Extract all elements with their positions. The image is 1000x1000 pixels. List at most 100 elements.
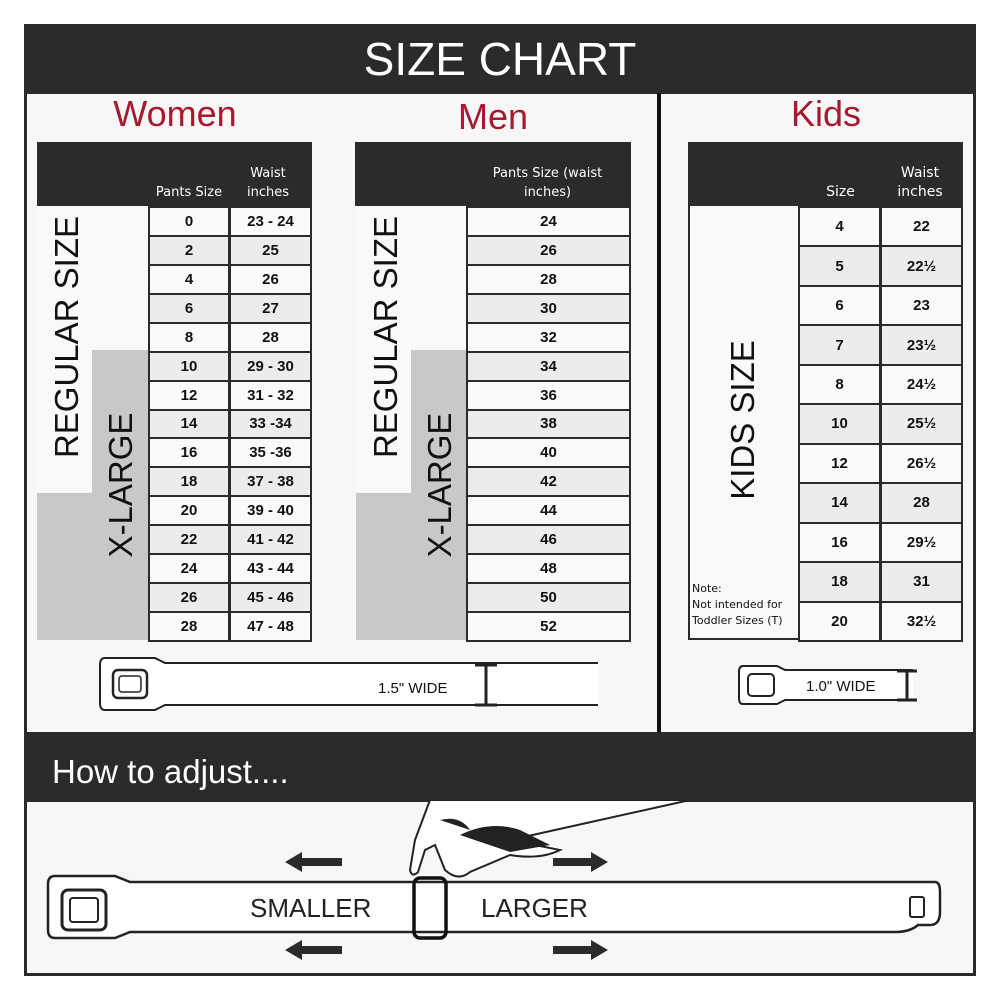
men-size-cell: 34: [466, 350, 631, 382]
kids-note: Note: Not intended for Toddler Sizes (T): [692, 581, 797, 629]
women-pants-size-cell: 8: [148, 321, 230, 353]
women-waist-cell: 35 -36: [229, 437, 312, 469]
men-size-cell: 48: [466, 553, 631, 585]
kids-size-cell: 14: [798, 482, 881, 524]
women-table-header: Pants Size Waist inches: [37, 142, 312, 206]
kids-waist-cell: 31: [880, 561, 963, 603]
kids-size-cell: 5: [798, 245, 881, 287]
women-pants-size-cell: 20: [148, 495, 230, 527]
men-size-cell: 30: [466, 292, 631, 324]
men-heading: Men: [457, 96, 529, 137]
kids-waist-cell: 23½: [880, 324, 963, 366]
women-pants-size-cell: 26: [148, 582, 230, 614]
men-xlarge-region-lower: [356, 493, 467, 640]
women-waist-cell: 23 - 24: [229, 206, 312, 237]
women-pants-size-cell: 2: [148, 234, 230, 266]
kids-waist-cell: 25½: [880, 403, 963, 445]
women-xlarge-region-lower: [37, 493, 149, 640]
women-pants-size-cell: 28: [148, 611, 230, 642]
women-waist-cell: 39 - 40: [229, 495, 312, 527]
adjust-heading: How to adjust....: [24, 732, 976, 802]
women-pants-size-cell: 10: [148, 350, 230, 382]
women-waist-cell: 47 - 48: [229, 611, 312, 642]
women-pants-size-cell: 6: [148, 292, 230, 324]
women-waist-cell: 43 - 44: [229, 553, 312, 585]
kids-waist-cell: 26½: [880, 442, 963, 485]
arrow-icons: [285, 852, 608, 960]
women-pants-size-cell: 4: [148, 263, 230, 295]
men-size-cell: 40: [466, 437, 631, 469]
kids-size-cell: 12: [798, 442, 881, 485]
kids-waist-cell: 24½: [880, 363, 963, 406]
kids-table-header: Size Waist inches: [688, 142, 963, 206]
kids-belt-width: 1.0" WIDE: [806, 678, 876, 695]
men-size-cell: 26: [466, 234, 631, 266]
divider: [657, 93, 661, 733]
kids-size-cell: 10: [798, 403, 881, 445]
kids-waist-cell: 22: [880, 206, 963, 248]
men-size-cell: 38: [466, 408, 631, 440]
adult-belt-width: 1.5" WIDE: [378, 680, 448, 697]
women-waist-cell: 27: [229, 292, 312, 324]
kids-note-text: Not intended for Toddler Sizes (T): [692, 598, 783, 627]
women-waist-cell: 26: [229, 263, 312, 295]
kids-note-title: Note:: [692, 582, 722, 595]
men-size-cell: 46: [466, 524, 631, 556]
kids-heading: Kids: [790, 93, 862, 134]
kids-waist-cell: 32½: [880, 600, 963, 642]
women-waist-cell: 33 -34: [229, 408, 312, 440]
hand-icon: [408, 800, 691, 878]
kids-col-waist: Waist inches: [897, 165, 943, 200]
slider-icon: [412, 876, 448, 940]
women-pants-size-cell: 0: [148, 206, 230, 237]
women-heading: Women: [113, 93, 237, 134]
women-regular-label: REGULAR SIZE: [48, 215, 85, 459]
women-pants-size-cell: 18: [148, 466, 230, 498]
kids-col-size: Size: [826, 184, 855, 200]
women-waist-cell: 29 - 30: [229, 350, 312, 382]
men-table-header: Pants Size (waist inches): [355, 142, 631, 206]
buckle-icon: [60, 888, 108, 932]
men-xlarge-label: X-LARGE: [421, 412, 458, 558]
men-size-cell: 50: [466, 582, 631, 614]
belt-icon: [46, 874, 942, 940]
kids-waist-cell: 22½: [880, 245, 963, 287]
women-pants-size-cell: 24: [148, 553, 230, 585]
adjust-illustration: [46, 800, 942, 960]
women-col-pants-size: Pants Size: [155, 185, 223, 200]
women-pants-size-cell: 14: [148, 408, 230, 440]
women-waist-cell: 37 - 38: [229, 466, 312, 498]
women-waist-cell: 25: [229, 234, 312, 266]
kids-belt-icon: [738, 665, 917, 705]
kids-size-cell: 16: [798, 521, 881, 564]
kids-waist-cell: 23: [880, 284, 963, 327]
kids-size-cell: 8: [798, 363, 881, 406]
smaller-label: SMALLER: [250, 893, 372, 923]
larger-label: LARGER: [481, 893, 588, 923]
kids-size-cell: 4: [798, 206, 881, 248]
women-pants-size-cell: 16: [148, 437, 230, 469]
women-col-waist: Waist inches: [246, 166, 289, 200]
men-size-cell: 42: [466, 466, 631, 498]
men-size-cell: 28: [466, 263, 631, 295]
men-size-cell: 32: [466, 321, 631, 353]
men-regular-label: REGULAR SIZE: [367, 215, 404, 459]
kids-size-cell: 7: [798, 324, 881, 366]
kids-size-label: KIDS SIZE: [724, 340, 761, 500]
women-waist-cell: 45 - 46: [229, 582, 312, 614]
women-pants-size-cell: 12: [148, 379, 230, 411]
women-waist-cell: 31 - 32: [229, 379, 312, 411]
men-size-cell: 44: [466, 495, 631, 527]
kids-waist-cell: 28: [880, 482, 963, 524]
kids-size-cell: 20: [798, 600, 881, 642]
men-size-cell: 24: [466, 206, 631, 237]
adult-belt-icon: [99, 657, 598, 711]
women-pants-size-cell: 22: [148, 524, 230, 556]
men-size-cell: 36: [466, 379, 631, 411]
men-col-pants-size: Pants Size (waist inches): [492, 166, 603, 200]
kids-size-cell: 6: [798, 284, 881, 327]
women-waist-cell: 28: [229, 321, 312, 353]
kids-waist-cell: 29½: [880, 521, 963, 564]
women-xlarge-label: X-LARGE: [102, 412, 139, 558]
men-size-cell: 52: [466, 611, 631, 642]
